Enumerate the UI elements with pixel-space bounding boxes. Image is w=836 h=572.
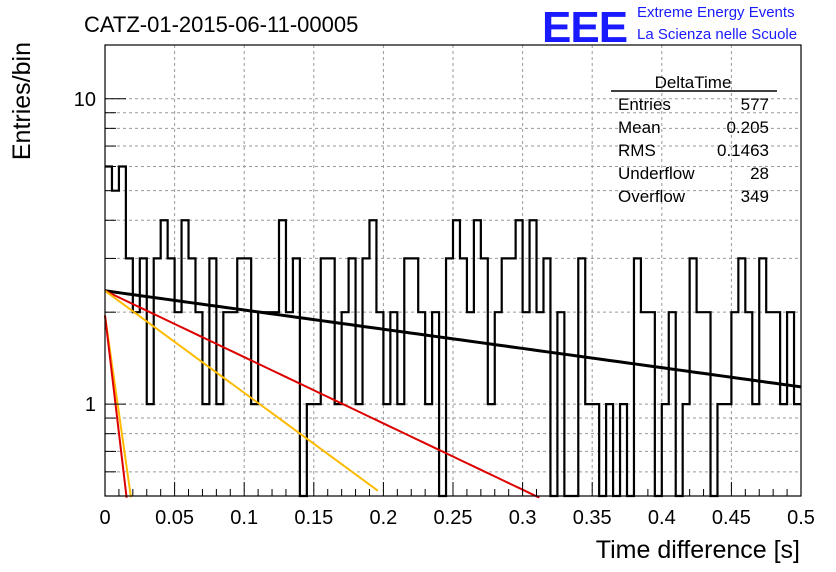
- stats-title: DeltaTime: [655, 73, 732, 92]
- stats-row-label: Entries: [618, 95, 671, 114]
- fit-curve: [104, 289, 379, 492]
- x-tick-label: 0.1: [230, 507, 258, 529]
- fit-curve: [104, 315, 128, 498]
- x-tick-label: 0.2: [369, 507, 397, 529]
- y-tick-labels: 1 10: [74, 89, 96, 416]
- logo-line-2: La Scienza nelle Scuole: [637, 26, 797, 43]
- x-axis-label: Time difference [s]: [596, 536, 800, 564]
- logo-line-1: Extreme Energy Events: [637, 4, 795, 21]
- histogram-line: [105, 165, 801, 498]
- y-tick-label: 1: [85, 394, 96, 416]
- stats-row-value: 28: [750, 164, 769, 183]
- x-tick-label: 0.45: [712, 507, 751, 529]
- grid: [105, 45, 801, 497]
- stats-row-value: 0.1463: [717, 141, 769, 160]
- y-axis-label: Entries/bin: [8, 42, 36, 160]
- fit-curves: [104, 289, 802, 499]
- eee-logo-mark: EEE: [542, 3, 627, 52]
- fit-curve: [104, 289, 540, 499]
- stats-row-label: Overflow: [618, 187, 686, 206]
- chart-title: CATZ-01-2015-06-11-00005: [84, 12, 358, 37]
- fit-curve: [104, 289, 802, 389]
- x-tick-label: 0.35: [573, 507, 612, 529]
- x-tick-label: 0.25: [434, 507, 473, 529]
- stats-box: DeltaTime Entries 577 Mean 0.205 RMS 0.1463 Un…: [611, 73, 777, 206]
- stats-row-value: 349: [741, 187, 769, 206]
- x-tick-label: 0.05: [155, 507, 194, 529]
- stats-row-value: 577: [741, 95, 769, 114]
- x-tick-label: 0.3: [509, 507, 537, 529]
- x-tick-label: 0.4: [648, 507, 676, 529]
- stats-rows: Entries 577 Mean 0.205 RMS 0.1463 Underflow 28 O…: [618, 95, 769, 206]
- y-tick-label: 10: [74, 89, 96, 111]
- stats-row-label: Underflow: [618, 164, 695, 183]
- x-tick-label: 0.15: [294, 507, 333, 529]
- stats-row-value: 0.205: [726, 118, 769, 137]
- histogram: [105, 165, 801, 498]
- axis-ticks: [104, 98, 802, 497]
- x-tick-labels: 0 0.05 0.1 0.15 0.2 0.25 0.3 0.35 0.4 0.45 0.5: [99, 507, 814, 529]
- x-tick-label: 0: [99, 507, 110, 529]
- stats-row-label: RMS: [618, 141, 656, 160]
- x-tick-label: 0.5: [787, 507, 815, 529]
- stats-row-label: Mean: [618, 118, 661, 137]
